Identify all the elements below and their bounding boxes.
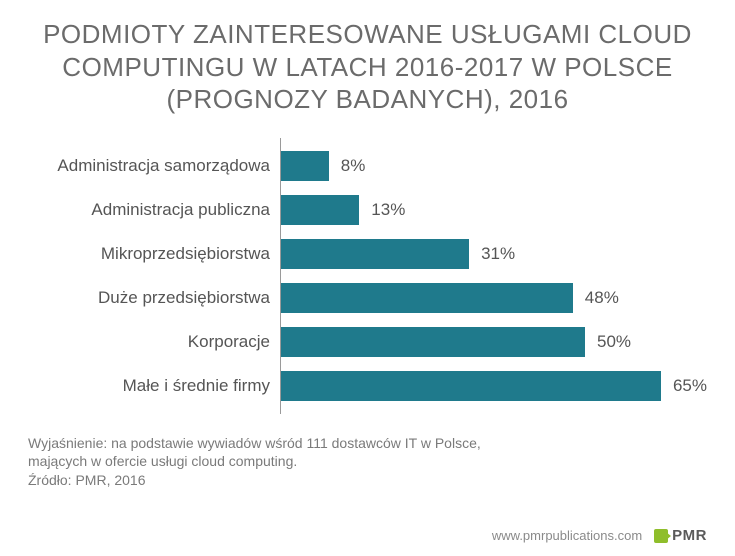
bar-row: Duże przedsiębiorstwa 48% xyxy=(28,276,707,320)
bar xyxy=(280,239,469,269)
plot-area: 13% xyxy=(280,188,707,232)
bar-row: Administracja publiczna 13% xyxy=(28,188,707,232)
note-line: Wyjaśnienie: na podstawie wywiadów wśród… xyxy=(28,434,707,453)
bar xyxy=(280,195,359,225)
plot-area: 8% xyxy=(280,144,707,188)
category-label: Mikroprzedsiębiorstwa xyxy=(28,244,280,264)
y-axis-line xyxy=(280,358,281,414)
plot-area: 50% xyxy=(280,320,707,364)
bar-chart: Administracja samorządowa 8% Administrac… xyxy=(28,144,707,408)
value-label: 8% xyxy=(341,156,366,176)
value-label: 48% xyxy=(585,288,619,308)
pmr-logo: PMR xyxy=(654,527,707,544)
bar xyxy=(280,151,329,181)
bar-row: Administracja samorządowa 8% xyxy=(28,144,707,188)
logo-text: PMR xyxy=(672,527,707,544)
bar-row: Małe i średnie firmy 65% xyxy=(28,364,707,408)
plot-area: 65% xyxy=(280,364,707,408)
site-url: www.pmrpublications.com xyxy=(492,528,642,543)
category-label: Korporacje xyxy=(28,332,280,352)
value-label: 65% xyxy=(673,376,707,396)
value-label: 31% xyxy=(481,244,515,264)
bar xyxy=(280,327,585,357)
plot-area: 48% xyxy=(280,276,707,320)
category-label: Duże przedsiębiorstwa xyxy=(28,288,280,308)
bar xyxy=(280,283,573,313)
logo-icon xyxy=(654,529,668,543)
chart-notes: Wyjaśnienie: na podstawie wywiadów wśród… xyxy=(28,434,707,491)
plot-area: 31% xyxy=(280,232,707,276)
category-label: Administracja samorządowa xyxy=(28,156,280,176)
bar-row: Mikroprzedsiębiorstwa 31% xyxy=(28,232,707,276)
note-line: mających w ofercie usługi cloud computin… xyxy=(28,452,707,471)
bar-row: Korporacje 50% xyxy=(28,320,707,364)
value-label: 50% xyxy=(597,332,631,352)
chart-title: PODMIOTY ZAINTERESOWANE USŁUGAMI CLOUD C… xyxy=(28,18,707,116)
bar xyxy=(280,371,661,401)
note-line: Źródło: PMR, 2016 xyxy=(28,471,707,490)
value-label: 13% xyxy=(371,200,405,220)
category-label: Małe i średnie firmy xyxy=(28,376,280,396)
footer: www.pmrpublications.com PMR xyxy=(492,527,707,544)
category-label: Administracja publiczna xyxy=(28,200,280,220)
